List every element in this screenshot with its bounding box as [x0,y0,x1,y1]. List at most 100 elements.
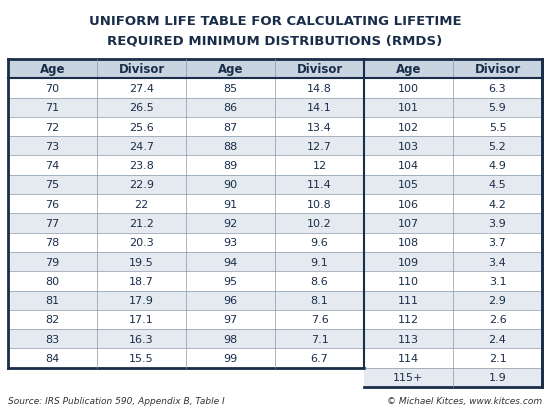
Text: 2.6: 2.6 [488,315,507,325]
Bar [453,329,542,348]
Text: 79: 79 [45,257,59,267]
Text: 106: 106 [398,199,419,209]
Bar [453,368,542,387]
Bar [275,310,364,329]
Bar [453,60,542,79]
Bar [275,252,364,272]
Text: 12: 12 [312,161,327,171]
Bar [186,137,275,156]
Bar [8,156,97,175]
Bar [364,118,453,137]
Bar [97,118,186,137]
Text: 88: 88 [223,142,238,151]
Text: 24.7: 24.7 [129,142,154,151]
Text: Age: Age [396,63,421,76]
Text: 108: 108 [398,238,419,248]
Text: 5.5: 5.5 [489,122,507,132]
Text: 11.4: 11.4 [307,180,332,190]
Bar [97,233,186,252]
Text: 4.2: 4.2 [488,199,507,209]
Bar [186,195,275,214]
Text: 10.2: 10.2 [307,218,332,229]
Text: 92: 92 [223,218,238,229]
Text: Source: IRS Publication 590, Appendix B, Table I: Source: IRS Publication 590, Appendix B,… [8,397,224,405]
Bar [8,175,97,195]
Text: 2.9: 2.9 [488,295,507,306]
Text: 98: 98 [223,334,238,344]
Bar [186,118,275,137]
Bar [97,98,186,118]
Bar [453,137,542,156]
Bar [8,348,97,368]
Text: 26.5: 26.5 [129,103,154,113]
Text: 16.3: 16.3 [129,334,154,344]
Bar [8,79,97,98]
Text: 90: 90 [223,180,238,190]
Bar [275,291,364,310]
Text: 20.3: 20.3 [129,238,154,248]
Text: 7.6: 7.6 [311,315,328,325]
Text: 8.1: 8.1 [311,295,328,306]
Bar [8,214,97,233]
Text: 9.6: 9.6 [311,238,328,248]
Text: 5.9: 5.9 [488,103,507,113]
Text: 17.9: 17.9 [129,295,154,306]
Bar [364,348,453,368]
Text: 82: 82 [45,315,59,325]
Bar [453,156,542,175]
Text: 110: 110 [398,276,419,286]
Text: 13.4: 13.4 [307,122,332,132]
Bar [364,329,453,348]
Text: 100: 100 [398,84,419,94]
Text: 105: 105 [398,180,419,190]
Bar [364,214,453,233]
Text: 113: 113 [398,334,419,344]
Text: 109: 109 [398,257,419,267]
Bar [186,214,275,233]
Bar [453,214,542,233]
Text: 86: 86 [223,103,238,113]
Bar [364,195,453,214]
Text: 74: 74 [45,161,59,171]
Bar [364,79,453,98]
Text: 3.1: 3.1 [489,276,507,286]
Text: 5.2: 5.2 [488,142,507,151]
Text: 2.4: 2.4 [488,334,507,344]
Text: 107: 107 [398,218,419,229]
Text: 99: 99 [223,353,238,363]
Bar [97,348,186,368]
Bar [453,175,542,195]
Bar [453,79,542,98]
Bar [97,156,186,175]
Text: Divisor: Divisor [474,63,521,76]
Bar [453,272,542,291]
Text: 91: 91 [223,199,238,209]
Bar [364,368,453,387]
Text: 87: 87 [223,122,238,132]
Bar [275,79,364,98]
Bar [8,272,97,291]
Bar [186,60,275,79]
Text: © Michael Kitces, www.kitces.com: © Michael Kitces, www.kitces.com [387,397,542,405]
Bar [186,348,275,368]
Bar [275,272,364,291]
Text: UNIFORM LIFE TABLE FOR CALCULATING LIFETIME: UNIFORM LIFE TABLE FOR CALCULATING LIFET… [89,15,461,28]
Text: 112: 112 [398,315,419,325]
Text: 95: 95 [223,276,238,286]
Bar [275,118,364,137]
Text: 12.7: 12.7 [307,142,332,151]
Bar [453,98,542,118]
Bar [97,310,186,329]
Bar [8,195,97,214]
Bar [186,175,275,195]
Text: 101: 101 [398,103,419,113]
Text: 111: 111 [398,295,419,306]
Text: 1.9: 1.9 [488,373,507,382]
Text: 19.5: 19.5 [129,257,154,267]
Bar [186,233,275,252]
Bar [97,60,186,79]
Text: 4.9: 4.9 [488,161,507,171]
Bar [8,252,97,272]
Bar [364,310,453,329]
Text: 96: 96 [223,295,238,306]
